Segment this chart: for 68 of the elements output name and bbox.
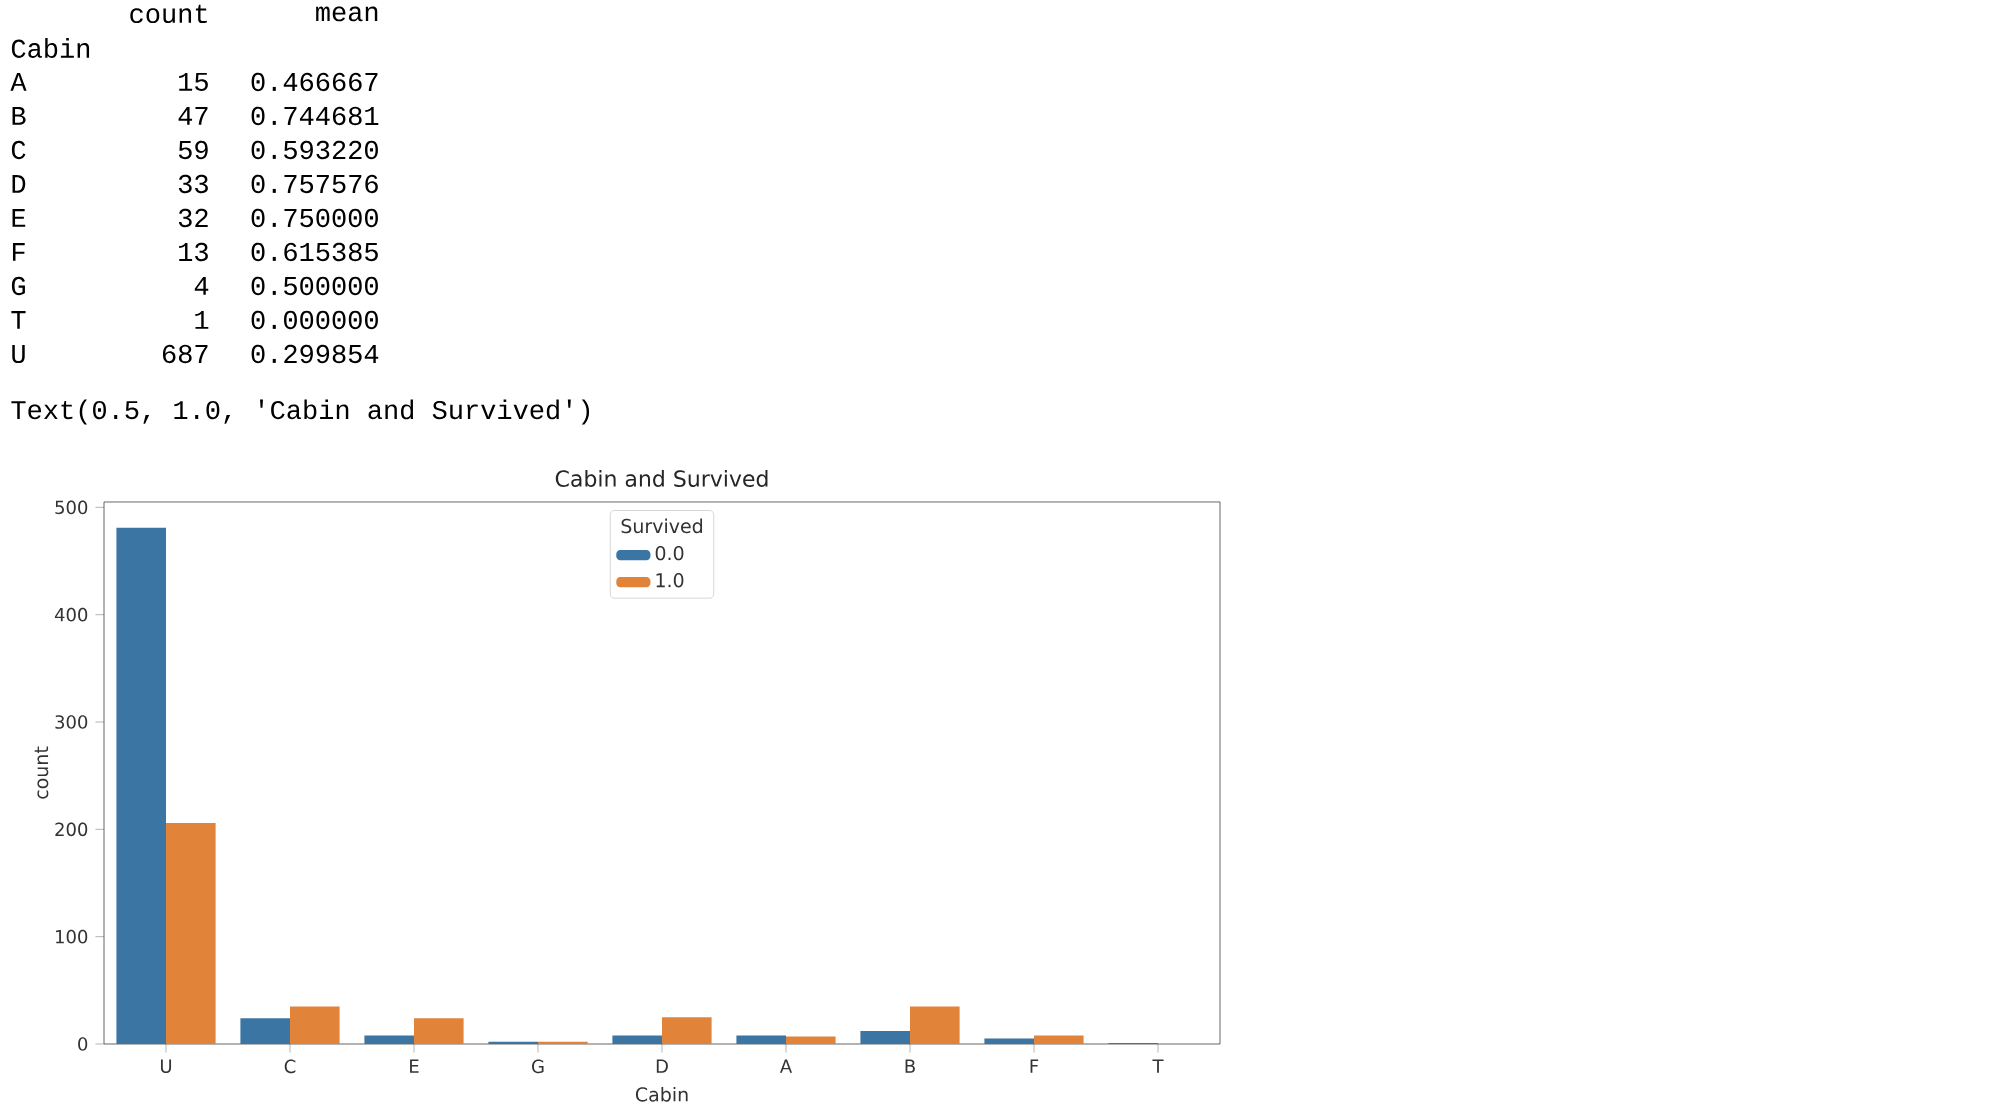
y-tick-label: 300 — [55, 715, 88, 729]
bar — [290, 1006, 340, 1044]
x-tick-label: F — [1030, 1059, 1039, 1073]
x-tick-label: A — [779, 1059, 793, 1073]
bar — [860, 1031, 910, 1044]
x-tick-label: B — [905, 1059, 915, 1073]
x-tick-label: U — [160, 1059, 172, 1073]
bar — [488, 1041, 539, 1044]
y-axis-title: count — [34, 746, 49, 799]
y-tick-label: 200 — [55, 822, 88, 837]
y-tick-label: 100 — [56, 929, 88, 944]
bar — [736, 1035, 787, 1044]
text: 0.615385 — [251, 242, 378, 262]
text: 13 — [179, 242, 208, 262]
text: count — [130, 4, 207, 24]
text: 47 — [178, 107, 208, 125]
legend-label: 1.0 — [656, 573, 684, 588]
text: 4 — [194, 277, 209, 295]
text: 0.757576 — [251, 174, 378, 194]
y-tick-label: 0 — [78, 1037, 88, 1051]
text: C — [11, 140, 26, 160]
text: D — [12, 175, 26, 193]
bar — [910, 1006, 960, 1044]
bar — [414, 1018, 464, 1044]
text: 1 — [195, 311, 209, 329]
bar — [786, 1036, 836, 1044]
bar — [612, 1035, 663, 1044]
text: 0.750000 — [251, 208, 378, 228]
text: 0.593220 — [251, 140, 378, 160]
y-tick-label: 500 — [55, 500, 88, 515]
text: T — [11, 311, 26, 329]
text: 687 — [162, 344, 208, 364]
legend-label: 0.0 — [655, 545, 684, 561]
text: 15 — [179, 72, 208, 91]
bar — [1034, 1035, 1084, 1044]
x-tick-label: C — [284, 1059, 296, 1074]
bar — [364, 1035, 415, 1044]
text: mean — [316, 6, 378, 22]
text: Text(0.5, 1.0, 'Cabin and Survived') — [11, 399, 590, 425]
text: 0.466667 — [251, 72, 378, 92]
bar — [662, 1017, 712, 1044]
text: 0.299854 — [251, 344, 379, 364]
text: G — [11, 276, 25, 296]
chart-title: Cabin and Survived — [555, 469, 768, 487]
text: B — [12, 107, 26, 125]
text: 0.500000 — [251, 276, 378, 296]
bar — [240, 1018, 291, 1044]
text: U — [12, 344, 25, 363]
legend-title: Survived — [621, 518, 703, 534]
x-tick-label: G — [532, 1059, 544, 1074]
text: E — [12, 209, 26, 227]
bar — [984, 1038, 1034, 1044]
text: 0.000000 — [251, 310, 378, 330]
text: 59 — [178, 140, 208, 160]
x-tick-label: E — [410, 1059, 419, 1073]
x-tick-label: T — [1152, 1059, 1164, 1073]
bar — [538, 1041, 588, 1044]
bar — [116, 527, 167, 1044]
x-axis-title: Cabin — [635, 1086, 688, 1102]
text: Cabin — [11, 38, 90, 58]
text: A — [10, 73, 27, 91]
text: F — [12, 243, 25, 261]
text: 0.744681 — [251, 106, 379, 126]
text: 32 — [178, 208, 208, 228]
text: 33 — [178, 174, 208, 194]
bar — [166, 822, 216, 1044]
y-tick-label: 400 — [54, 607, 88, 622]
x-tick-label: D — [656, 1059, 668, 1073]
